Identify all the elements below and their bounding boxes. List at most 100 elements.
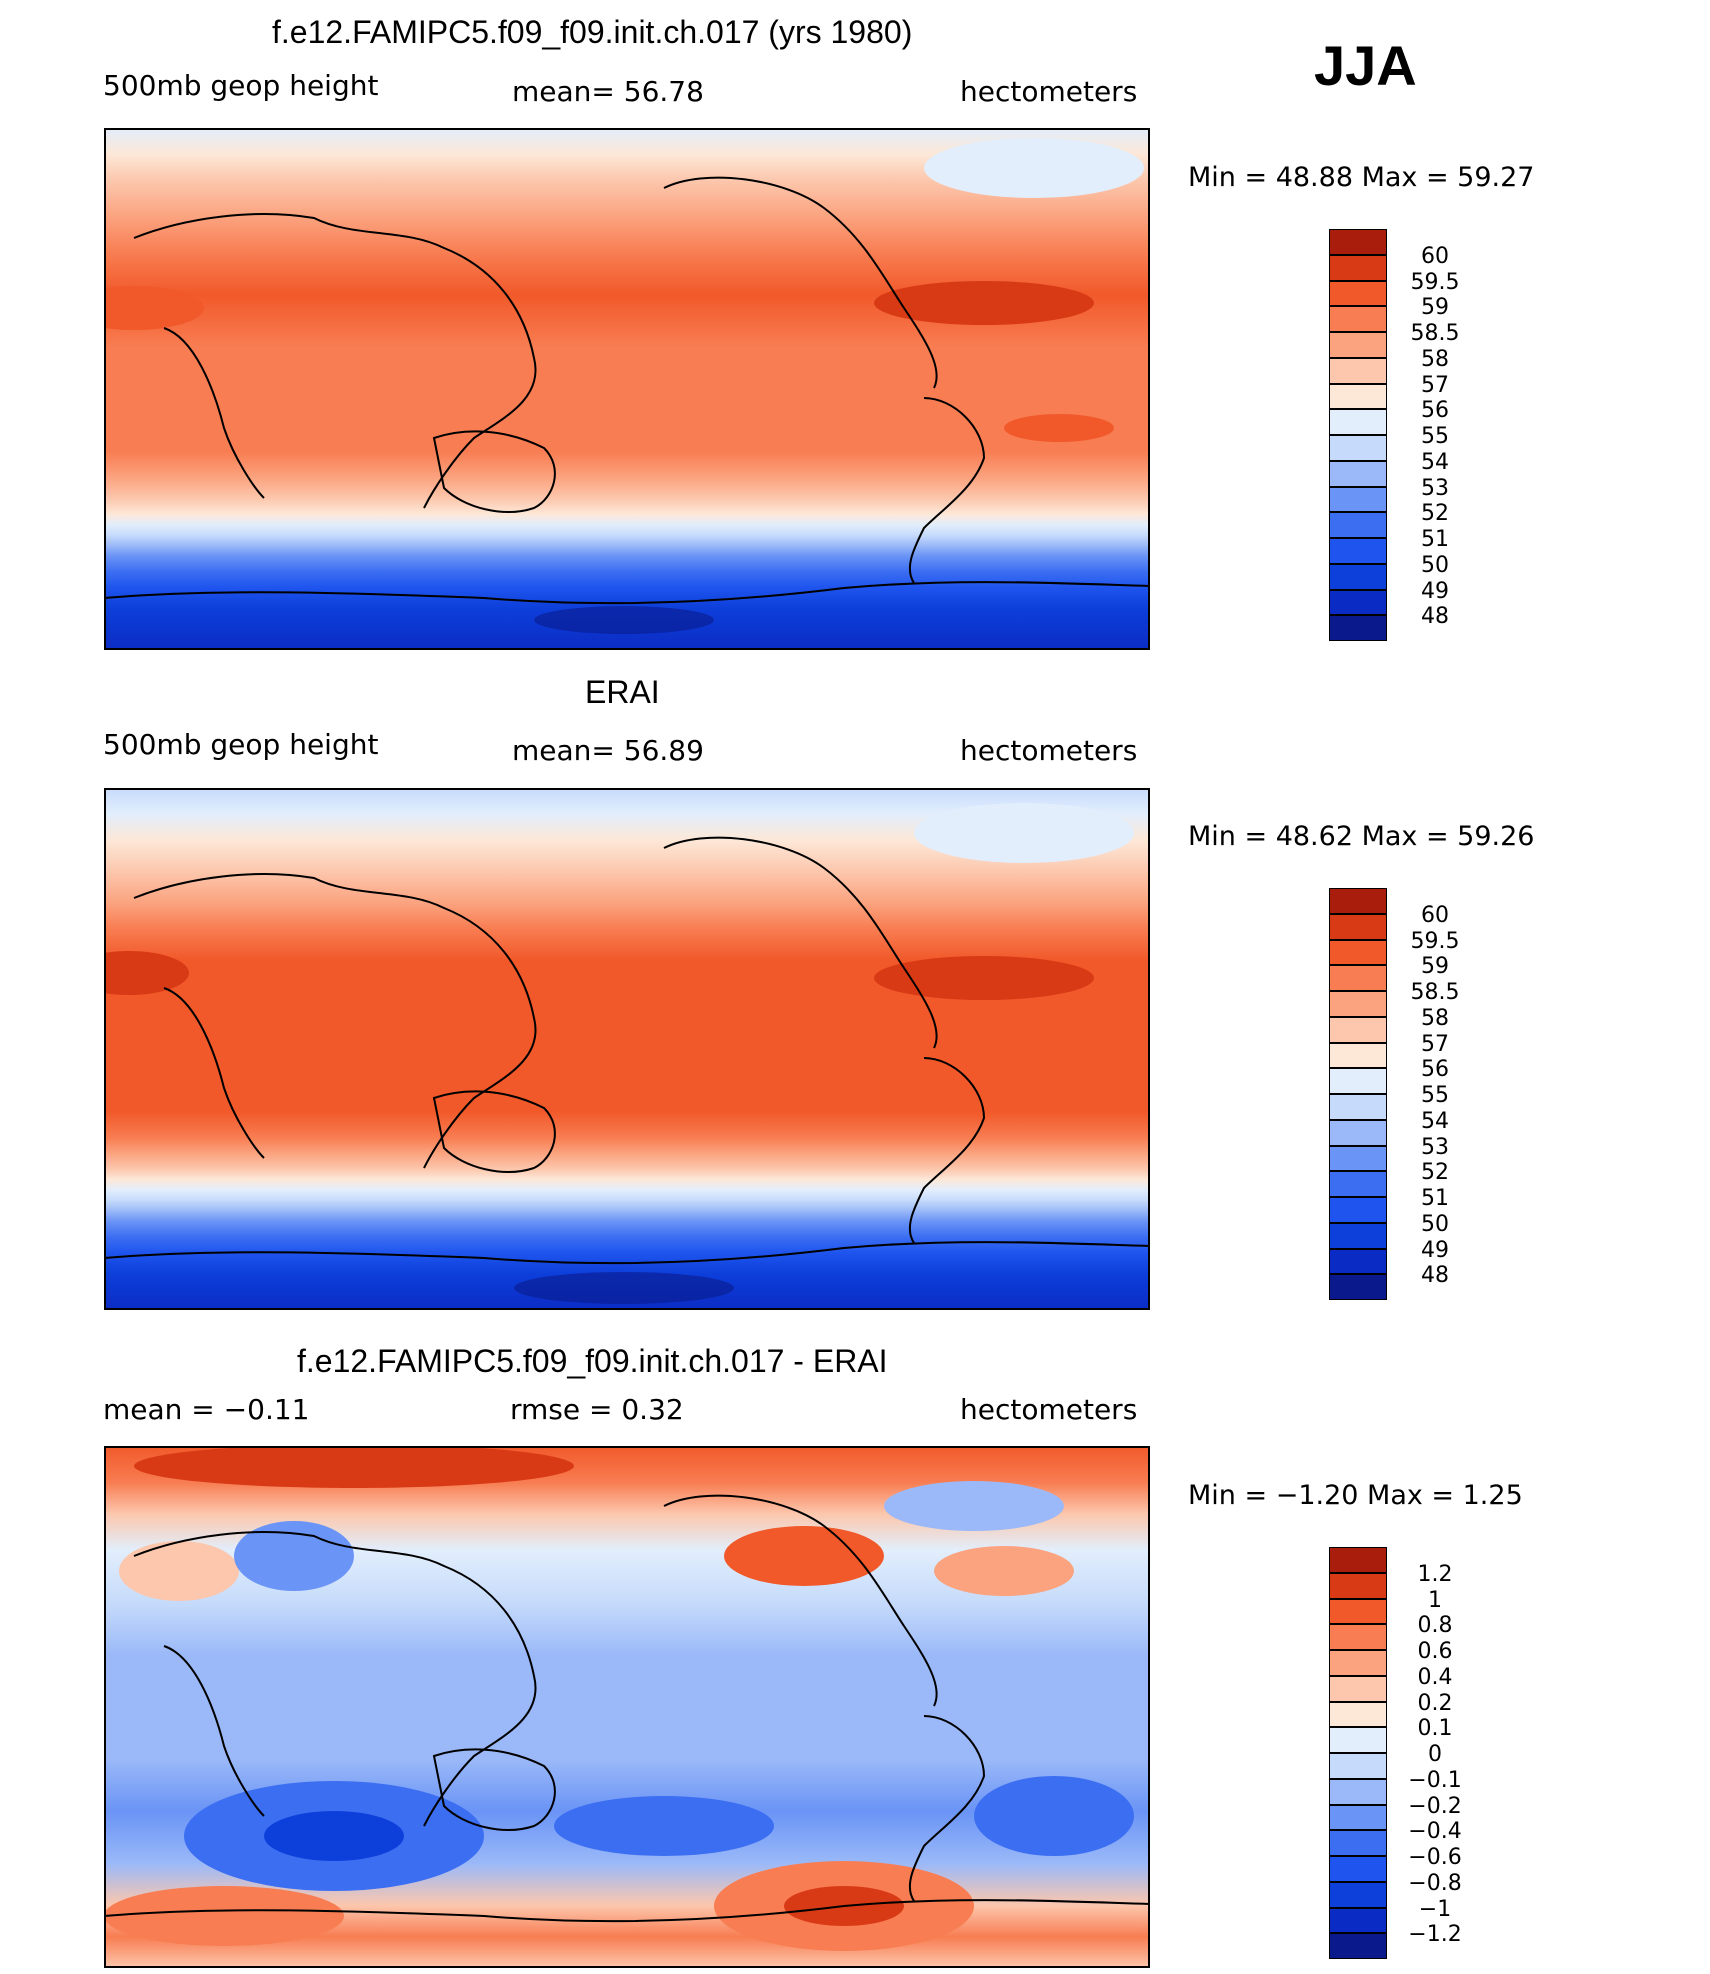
- units-label-diff: hectometers: [960, 1393, 1138, 1426]
- colorbar-tick-label: −0.4: [1408, 1819, 1462, 1845]
- colorbar-swatch: [1329, 1274, 1387, 1300]
- colorbar-tick-label: 0.2: [1417, 1690, 1453, 1716]
- colorbar-tick-label: 48: [1421, 1263, 1449, 1289]
- low-anomaly: [554, 1796, 774, 1856]
- colorbar-tick-label: 0.1: [1417, 1716, 1453, 1742]
- colorbar-swatch: [1329, 486, 1387, 513]
- polar-cap: [924, 138, 1144, 198]
- coastlines: [104, 176, 1150, 605]
- high-anomaly: [874, 281, 1094, 325]
- colorbar-swatch: [1329, 280, 1387, 307]
- minmax-label-model: Min = 48.88 Max = 59.27: [1188, 162, 1535, 193]
- colorbar-tick-label: 51: [1421, 1186, 1449, 1211]
- colorbar-tick-label: 55: [1421, 1083, 1449, 1108]
- colorbar-tick-label: 58: [1421, 346, 1449, 372]
- colorbar-swatch: [1329, 1881, 1387, 1908]
- colorbar-swatch: [1329, 1547, 1387, 1573]
- colorbar-tick-label: 57: [1421, 372, 1449, 398]
- colorbar-swatch: [1329, 1804, 1387, 1831]
- colorbar-swatch: [1329, 1753, 1387, 1779]
- contour-map-obs: [104, 788, 1150, 1310]
- colorbar-tick-label: 53: [1421, 1134, 1449, 1160]
- colorbar-swatch: [1329, 229, 1387, 255]
- mean-label-model: mean= 56.78: [512, 75, 704, 108]
- colorbar-swatch: [1329, 306, 1387, 332]
- colorbar-tick-label: −0.6: [1408, 1845, 1462, 1870]
- units-label-model: hectometers: [960, 75, 1138, 108]
- minmax-label-diff: Min = −1.20 Max = 1.25: [1188, 1480, 1523, 1511]
- colorbar-swatch: [1329, 1016, 1387, 1043]
- coastlines: [104, 836, 1150, 1265]
- high-anomaly: [104, 286, 204, 330]
- colorbar-tick-label: −0.8: [1408, 1870, 1462, 1896]
- colorbar-swatch: [1329, 965, 1387, 991]
- colorbar-swatch: [1329, 1171, 1387, 1197]
- colorbar-swatch: [1329, 1598, 1387, 1625]
- colorbar-swatch: [1329, 1222, 1387, 1249]
- panel-title-obs: ERAI: [585, 674, 660, 710]
- colorbar-tick-label: −1.2: [1408, 1922, 1462, 1948]
- colorbar-tick-label: 58.5: [1410, 321, 1460, 346]
- colorbar-diff: [1329, 1547, 1389, 1959]
- colorbar-tick-label: 58.5: [1410, 980, 1460, 1005]
- colorbar-swatch: [1329, 1145, 1387, 1172]
- colorbar-tick-label: 52: [1421, 501, 1449, 527]
- colorbar-tick-label: 1.2: [1417, 1561, 1453, 1587]
- colorbar-tick-label: −1: [1418, 1896, 1452, 1922]
- colorbar-tick-label: 59: [1421, 954, 1449, 980]
- colorbar-tick-label: 59.5: [1410, 928, 1460, 954]
- colorbar-swatch: [1329, 1572, 1387, 1599]
- mean-label-obs: mean= 56.89: [512, 734, 704, 767]
- low-anomaly: [534, 606, 714, 634]
- colorbar-tick-label: 52: [1421, 1160, 1449, 1186]
- colorbar-swatch: [1329, 357, 1387, 384]
- colorbar-swatch: [1329, 254, 1387, 281]
- mean-label-diff: mean = −0.11: [103, 1393, 310, 1426]
- colorbar-swatch: [1329, 1042, 1387, 1069]
- colorbar-tick-label: 0.8: [1417, 1613, 1453, 1639]
- high-anomaly: [724, 1526, 884, 1586]
- colorbar-swatch: [1329, 1094, 1387, 1120]
- colorbar-swatch: [1329, 1907, 1387, 1934]
- high-anomaly: [119, 1541, 239, 1601]
- colorbar-swatch: [1329, 939, 1387, 966]
- colorbar-tick-label: 54: [1421, 1108, 1449, 1134]
- low-anomaly: [884, 1481, 1064, 1531]
- map-frame: [104, 1446, 1150, 1968]
- colorbar-tick-label: 60: [1421, 902, 1449, 928]
- colorbar-tick-label: 49: [1421, 1237, 1449, 1263]
- colorbar-tick-label: 51: [1421, 527, 1449, 552]
- colorbar-swatch: [1329, 1119, 1387, 1146]
- colorbar-swatch: [1329, 1778, 1387, 1805]
- high-anomaly: [104, 1886, 344, 1946]
- coastlines: [104, 1494, 1150, 1923]
- high-anomaly: [134, 1446, 574, 1488]
- colorbar-swatch: [1329, 1650, 1387, 1676]
- colorbar-swatch: [1329, 1933, 1387, 1959]
- colorbar-tick-label: 59: [1421, 295, 1449, 321]
- colorbar-swatch: [1329, 1624, 1387, 1650]
- colorbar-tick-label: 58: [1421, 1005, 1449, 1031]
- colorbar-swatch: [1329, 991, 1387, 1017]
- contour-map-diff: [104, 1446, 1150, 1968]
- units-label-obs: hectometers: [960, 734, 1138, 767]
- map-frame: [104, 788, 1150, 1310]
- season-label: JJA: [1314, 34, 1417, 97]
- colorbar-tick-label: 0.4: [1417, 1664, 1453, 1690]
- colorbar-swatch: [1329, 1727, 1387, 1753]
- high-anomaly: [1004, 414, 1114, 442]
- panel-title-model: f.e12.FAMIPC5.f09_f09.init.ch.017 (yrs 1…: [272, 14, 913, 50]
- colorbar-swatch: [1329, 1701, 1387, 1728]
- variable-label-obs: 500mb geop height: [103, 728, 379, 761]
- colorbar-tick-label: 54: [1421, 449, 1449, 475]
- colorbar-swatch: [1329, 1675, 1387, 1702]
- colorbar-tick-label: 55: [1421, 424, 1449, 449]
- colorbar-swatch: [1329, 460, 1387, 487]
- colorbar-swatch: [1329, 1856, 1387, 1882]
- colorbar-swatch: [1329, 1248, 1387, 1275]
- colorbar-swatch: [1329, 1068, 1387, 1094]
- polar-cap: [914, 803, 1134, 863]
- low-anomaly: [974, 1776, 1134, 1856]
- colorbar-tick-label: 56: [1421, 1057, 1449, 1083]
- map-frame: [104, 128, 1150, 650]
